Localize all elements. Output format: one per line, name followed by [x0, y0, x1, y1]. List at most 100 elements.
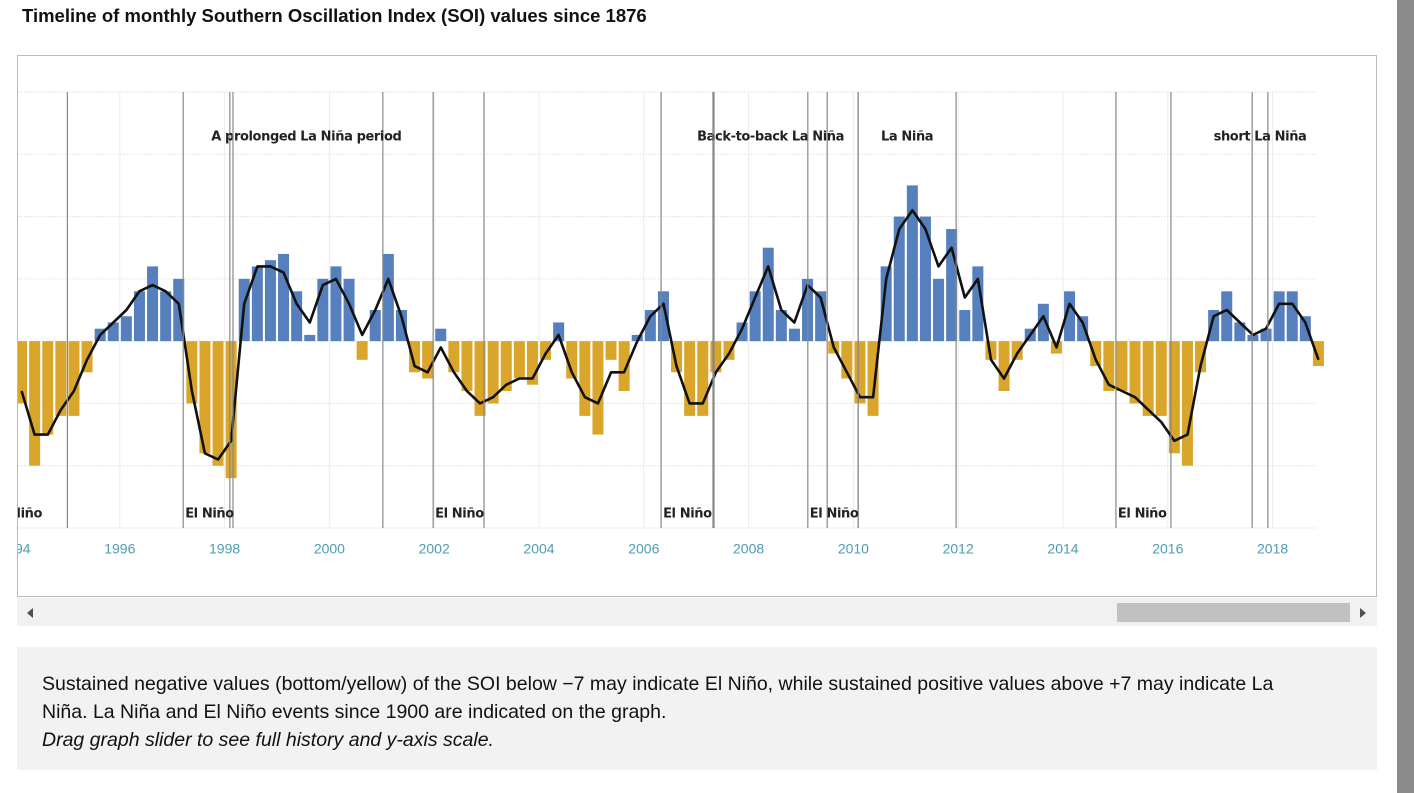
bar — [1234, 322, 1246, 342]
bar — [710, 341, 722, 373]
bar — [946, 229, 958, 342]
bar — [1208, 310, 1220, 342]
bar — [1299, 316, 1311, 342]
bar — [81, 341, 93, 373]
la-nina-label: Back-to-back La Niña — [697, 130, 844, 145]
bar — [1090, 341, 1102, 367]
bar — [160, 291, 172, 342]
bar — [1273, 291, 1285, 342]
smoothed-line — [20, 209, 1320, 461]
v-scrollbar[interactable] — [1397, 0, 1414, 793]
bar — [448, 341, 460, 373]
bar — [500, 341, 512, 391]
bar — [1103, 341, 1115, 391]
bar — [147, 266, 159, 342]
bar — [1142, 341, 1154, 416]
bar — [212, 341, 224, 466]
bar — [42, 341, 54, 435]
plot-area: 1994 1996 1998 2000 2002 2004 2006 2008 2010 2012… — [0, 91, 1324, 557]
bar — [1312, 341, 1324, 367]
el-nino-label: El Niño — [810, 507, 859, 522]
bar — [1168, 341, 1180, 454]
bar — [186, 341, 198, 404]
x-tick-label: 2014 — [1047, 541, 1078, 557]
bar — [815, 291, 827, 342]
bar — [343, 278, 355, 342]
bar — [395, 310, 407, 342]
x-tick-label: 1994 — [0, 541, 31, 557]
bar — [618, 341, 630, 391]
bar — [474, 341, 486, 416]
x-tick-label: 2000 — [314, 541, 345, 557]
bar — [291, 291, 303, 342]
bar — [841, 341, 853, 379]
bar — [867, 341, 879, 416]
page-title: Timeline of monthly Southern Oscillation… — [22, 5, 647, 26]
bar — [605, 341, 617, 360]
bar — [251, 266, 263, 342]
chart: Timeline of monthly Southern Oscillation… — [0, 5, 1377, 626]
bar — [985, 341, 997, 360]
bar — [461, 341, 473, 391]
x-tick-label: 2016 — [1152, 541, 1183, 557]
bar — [1064, 291, 1076, 342]
bar — [644, 310, 656, 342]
bar — [278, 253, 290, 342]
bar — [906, 185, 918, 342]
bar — [55, 341, 67, 416]
bar — [723, 341, 735, 360]
scroll-right[interactable] — [1360, 608, 1366, 618]
bar — [736, 322, 748, 342]
scroll-thumb[interactable] — [1117, 603, 1350, 622]
bar — [382, 253, 394, 342]
bar — [435, 328, 447, 342]
x-tick-label: 2004 — [523, 541, 554, 557]
bar — [304, 334, 316, 342]
bar — [1155, 341, 1167, 416]
bar — [1260, 328, 1272, 342]
x-tick-label: 2012 — [943, 541, 974, 557]
x-tick-label: 2010 — [838, 541, 869, 557]
bar — [697, 341, 709, 416]
x-tick-label: 2002 — [419, 541, 450, 557]
scroll-left[interactable] — [27, 608, 33, 618]
bar — [657, 291, 669, 342]
x-tick-label: 1996 — [104, 541, 135, 557]
el-nino-label: El Niño — [0, 507, 42, 522]
bar — [369, 310, 381, 342]
el-nino-label: El Niño — [1118, 507, 1167, 522]
x-tick-label: 2008 — [733, 541, 764, 557]
bar — [199, 341, 211, 454]
bar — [1195, 341, 1207, 373]
bar — [264, 260, 276, 342]
bar — [933, 278, 945, 342]
caption-note: Drag graph slider to see full history an… — [42, 729, 494, 751]
bar — [513, 341, 525, 379]
bar — [225, 341, 237, 479]
bar — [788, 328, 800, 342]
el-nino-label: El Niño — [663, 507, 712, 522]
bar — [422, 341, 434, 379]
bar — [1221, 291, 1233, 342]
bar — [18, 341, 28, 404]
bar — [1116, 341, 1128, 391]
bar — [762, 247, 774, 342]
bar — [540, 341, 552, 360]
bar — [487, 341, 499, 404]
bar — [107, 322, 119, 342]
bar — [1181, 341, 1193, 466]
bar — [120, 316, 132, 342]
bar — [1077, 316, 1089, 342]
bar — [684, 341, 696, 416]
bar — [29, 341, 41, 466]
caption-box: Sustained negative values (bottom/yellow… — [17, 647, 1377, 770]
caption-text: Sustained negative values (bottom/yellow… — [42, 673, 1274, 723]
bar — [919, 216, 931, 342]
bar — [972, 266, 984, 342]
x-tick-label: 2018 — [1257, 541, 1288, 557]
bar — [880, 266, 892, 342]
bar — [775, 310, 787, 342]
bar — [409, 341, 421, 373]
bar — [356, 341, 368, 360]
